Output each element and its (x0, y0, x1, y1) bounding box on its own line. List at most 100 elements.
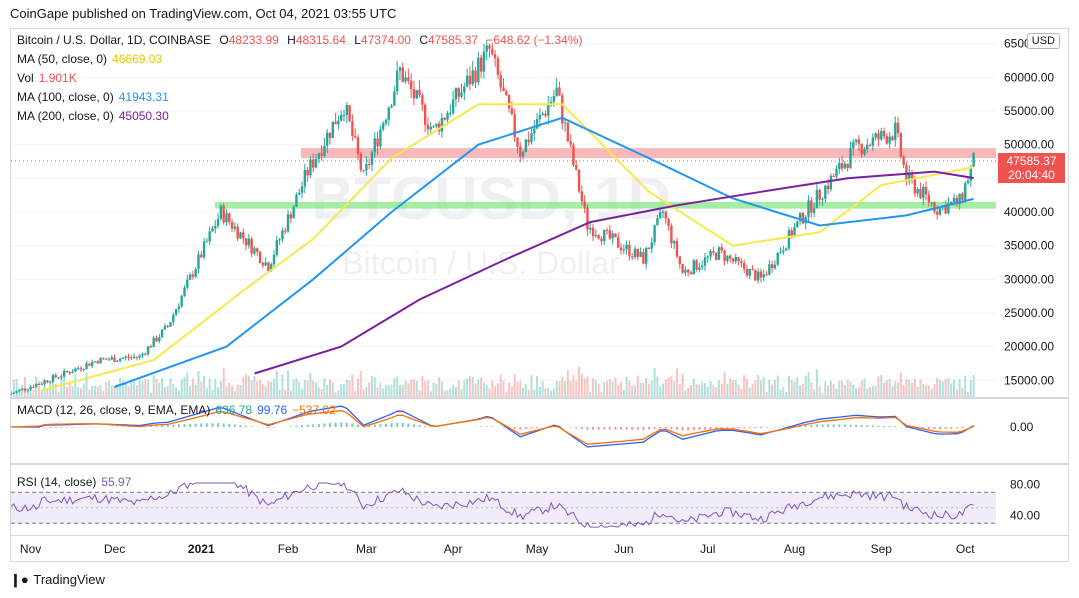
candle-body (625, 244, 628, 250)
volume-bar (905, 378, 908, 397)
volume-bar (79, 388, 82, 397)
last-price: 47585.37 (1006, 153, 1057, 168)
candle-body (124, 356, 127, 358)
candle-body (538, 114, 542, 119)
legend-close: 47585.37 (428, 33, 479, 47)
candle-body (919, 188, 922, 199)
volume-bar (692, 378, 695, 397)
volume-bar (107, 380, 110, 397)
macd-histogram-bar (866, 425, 869, 427)
candle-body (339, 114, 343, 121)
currency-button[interactable]: USD (1026, 33, 1060, 49)
footer[interactable]: ❙● TradingView (10, 572, 105, 588)
volume-bar (133, 381, 136, 397)
candle-body (499, 75, 502, 88)
footer-brand: TradingView (33, 572, 105, 587)
macd-histogram-bar (597, 427, 600, 430)
candle-body (440, 117, 444, 132)
candle-body (686, 269, 690, 273)
volume-bar (309, 372, 312, 397)
watermark-title: BTCUSD, 1D (311, 165, 671, 232)
volume-bar (841, 380, 844, 397)
macd-chart-svg[interactable]: 0.00 (10, 399, 1068, 463)
volume-bar (205, 388, 208, 397)
volume-bar (796, 377, 799, 397)
macd-histogram-bar (211, 423, 214, 427)
candle-body (843, 163, 847, 169)
rsi-panel[interactable]: 80.00 40.00 RSI (14, close) 55.97 (10, 464, 1069, 536)
volume-bar (757, 374, 760, 397)
rsi-chart-svg[interactable]: 80.00 40.00 (10, 465, 1068, 535)
volume-bar (74, 374, 77, 397)
macd-histogram-bar (177, 424, 180, 427)
volume-bar (678, 383, 681, 397)
volume-bar (580, 373, 583, 397)
candle-body (107, 359, 111, 361)
candle-body (924, 186, 928, 195)
volume-bar (550, 390, 553, 397)
candle-body (180, 295, 183, 307)
candle-body (183, 287, 186, 296)
candle-body (863, 149, 866, 155)
macd-histogram-bar (737, 427, 740, 429)
volume-bar (642, 382, 645, 397)
volume-bar (930, 389, 933, 397)
volume-bar (208, 378, 211, 397)
volume-bar (547, 387, 550, 397)
volume-bar (315, 382, 318, 397)
volume-bar (32, 389, 35, 397)
volume-bar (522, 387, 525, 397)
volume-bar (611, 381, 614, 397)
macd-histogram-bar (77, 427, 80, 428)
candle-body (169, 322, 172, 327)
volume-bar (701, 381, 704, 397)
macd-histogram-bar (345, 422, 348, 427)
time-axis-panel[interactable]: Nov Dec 2021 Feb Mar Apr May Jun Jul Aug Sep Oct (10, 536, 1069, 562)
time-tick-label: Jun (614, 542, 633, 556)
candle-body (661, 211, 665, 213)
macd-histogram-bar (832, 424, 835, 427)
volume-bar (698, 384, 701, 397)
macd-histogram-bar (849, 424, 852, 427)
macd-histogram-bar (648, 427, 651, 430)
candle-body (544, 113, 547, 116)
candle-body (345, 105, 348, 115)
time-axis[interactable]: Nov Dec 2021 Feb Mar Apr May Jun Jul Aug Sep Oct (11, 536, 1068, 560)
volume-bar (944, 379, 947, 397)
volume-bar (323, 378, 326, 397)
volume-bar (152, 375, 155, 397)
macd-histogram-bar (480, 426, 483, 427)
price-panel[interactable]: BTCUSD, 1D Bitcoin / U.S. Dollar 65000.0… (9, 28, 1069, 398)
volume-bar (155, 378, 158, 397)
rsi-tick-label: 40.00 (1010, 509, 1040, 523)
candle-body (684, 269, 687, 273)
macd-panel[interactable]: 0.00 MACD (12, 26, close, 9, EMA, EMA) 63… (10, 398, 1069, 464)
candle-body (82, 368, 85, 370)
macd-histogram-bar (922, 427, 925, 429)
volume-bar (183, 376, 186, 397)
volume-bar (857, 387, 860, 397)
candle-body (317, 153, 321, 160)
volume-bar (166, 385, 169, 397)
price-chart-svg[interactable]: BTCUSD, 1D Bitcoin / U.S. Dollar 65000.0… (9, 29, 1068, 397)
volume-bar (26, 389, 29, 397)
macd-histogram-bar (340, 422, 343, 427)
candle-body (493, 54, 497, 59)
volume-bar (578, 366, 581, 397)
volume-bar (650, 380, 653, 397)
volume-bar (544, 388, 547, 397)
candle-body (409, 80, 413, 90)
macd-histogram-bar (295, 425, 298, 427)
volume-bar (245, 374, 248, 397)
candle-body (468, 75, 472, 85)
volume-bars (10, 366, 975, 397)
candle-body (451, 99, 455, 114)
macd-histogram-bar (250, 426, 253, 427)
candle-body (558, 87, 561, 96)
volume-bar (15, 378, 18, 397)
volume-bar (116, 383, 119, 397)
volume-bar (936, 377, 939, 397)
candle-body (580, 191, 584, 202)
candle-body (821, 198, 824, 200)
volume-bar (418, 390, 421, 397)
